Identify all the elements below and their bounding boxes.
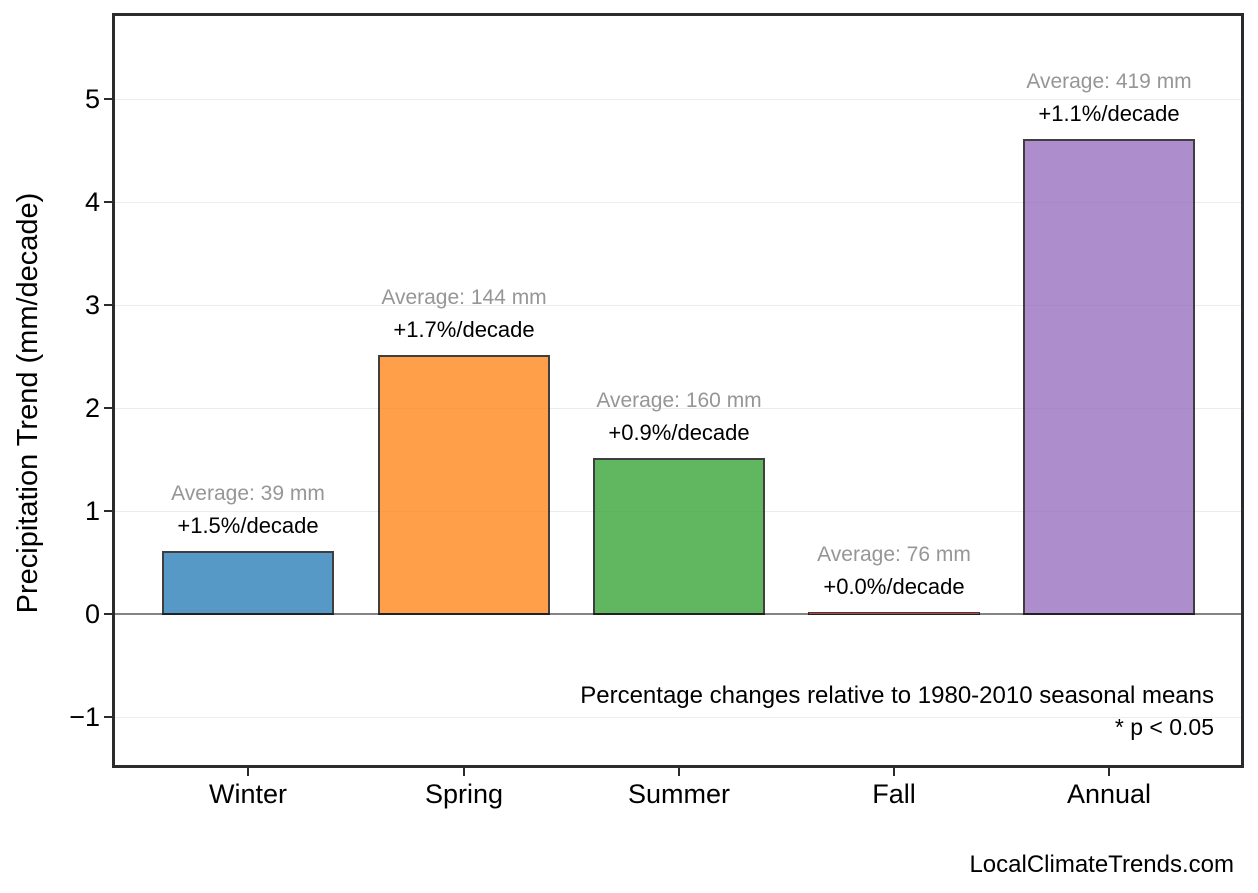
y-tick-mark: [104, 407, 112, 409]
annotation-trend: +0.9%/decade: [608, 420, 750, 445]
bar-annotation-annual: Average: 419 mm +1.1%/decade: [939, 67, 1258, 130]
bar-spring: [378, 355, 550, 615]
x-tick-label-annual: Annual: [1066, 779, 1152, 809]
y-tick-mark: [104, 613, 112, 615]
y-tick-mark: [104, 201, 112, 203]
gridline: [115, 202, 1241, 203]
chart-footnote: Percentage changes relative to 1980-2010…: [580, 680, 1214, 743]
gridline: [115, 408, 1241, 409]
bar-annotation-fall: Average: 76 mm +0.0%/decade: [724, 540, 1064, 603]
annotation-trend: +1.1%/decade: [1038, 101, 1180, 126]
gridline: [115, 305, 1241, 306]
y-tick-label: 0: [84, 599, 100, 629]
bar-annotation-winter: Average: 39 mm +1.5%/decade: [78, 479, 418, 542]
y-tick-label: −1: [69, 702, 100, 732]
y-tick-label: 5: [84, 84, 100, 114]
annotation-average: Average: 144 mm: [381, 286, 547, 309]
annotation-average: Average: 39 mm: [171, 482, 325, 505]
annotation-trend: +1.7%/decade: [393, 317, 535, 342]
x-tick-mark: [1108, 768, 1110, 776]
x-tick-label-spring: Spring: [424, 779, 504, 809]
y-tick-mark: [104, 304, 112, 306]
annotation-trend: +0.0%/decade: [823, 574, 965, 599]
x-tick-mark: [247, 768, 249, 776]
bar-summer: [593, 458, 765, 615]
annotation-average: Average: 160 mm: [596, 389, 762, 412]
y-tick-label: 2: [84, 393, 100, 423]
gridline: [115, 717, 1241, 718]
bar-annotation-spring: Average: 144 mm +1.7%/decade: [294, 283, 634, 346]
footnote-p-value: * p < 0.05: [1114, 714, 1214, 740]
bar-annotation-summer: Average: 160 mm +0.9%/decade: [509, 386, 849, 449]
bar-annual: [1023, 139, 1195, 615]
gridline: [115, 99, 1241, 100]
annotation-average: Average: 76 mm: [817, 543, 971, 566]
footnote-relative-means: Percentage changes relative to 1980-2010…: [580, 682, 1214, 709]
annotation-trend: +1.5%/decade: [177, 513, 319, 538]
x-tick-mark: [678, 768, 680, 776]
bar-fall: [808, 612, 980, 615]
x-tick-mark: [463, 768, 465, 776]
annotation-average: Average: 419 mm: [1026, 70, 1192, 93]
y-tick-label: 3: [84, 290, 100, 320]
y-tick-mark: [104, 716, 112, 718]
x-tick-mark: [893, 768, 895, 776]
x-tick-label-fall: Fall: [872, 779, 916, 809]
x-tick-label-winter: Winter: [208, 779, 287, 809]
y-tick-label: 4: [84, 187, 100, 217]
bar-winter: [162, 551, 334, 615]
y-tick-label: 1: [84, 496, 100, 526]
y-tick-mark: [104, 510, 112, 512]
watermark-text: LocalClimateTrends.com: [969, 851, 1234, 878]
x-tick-label-summer: Summer: [627, 779, 730, 809]
y-tick-mark: [104, 98, 112, 100]
